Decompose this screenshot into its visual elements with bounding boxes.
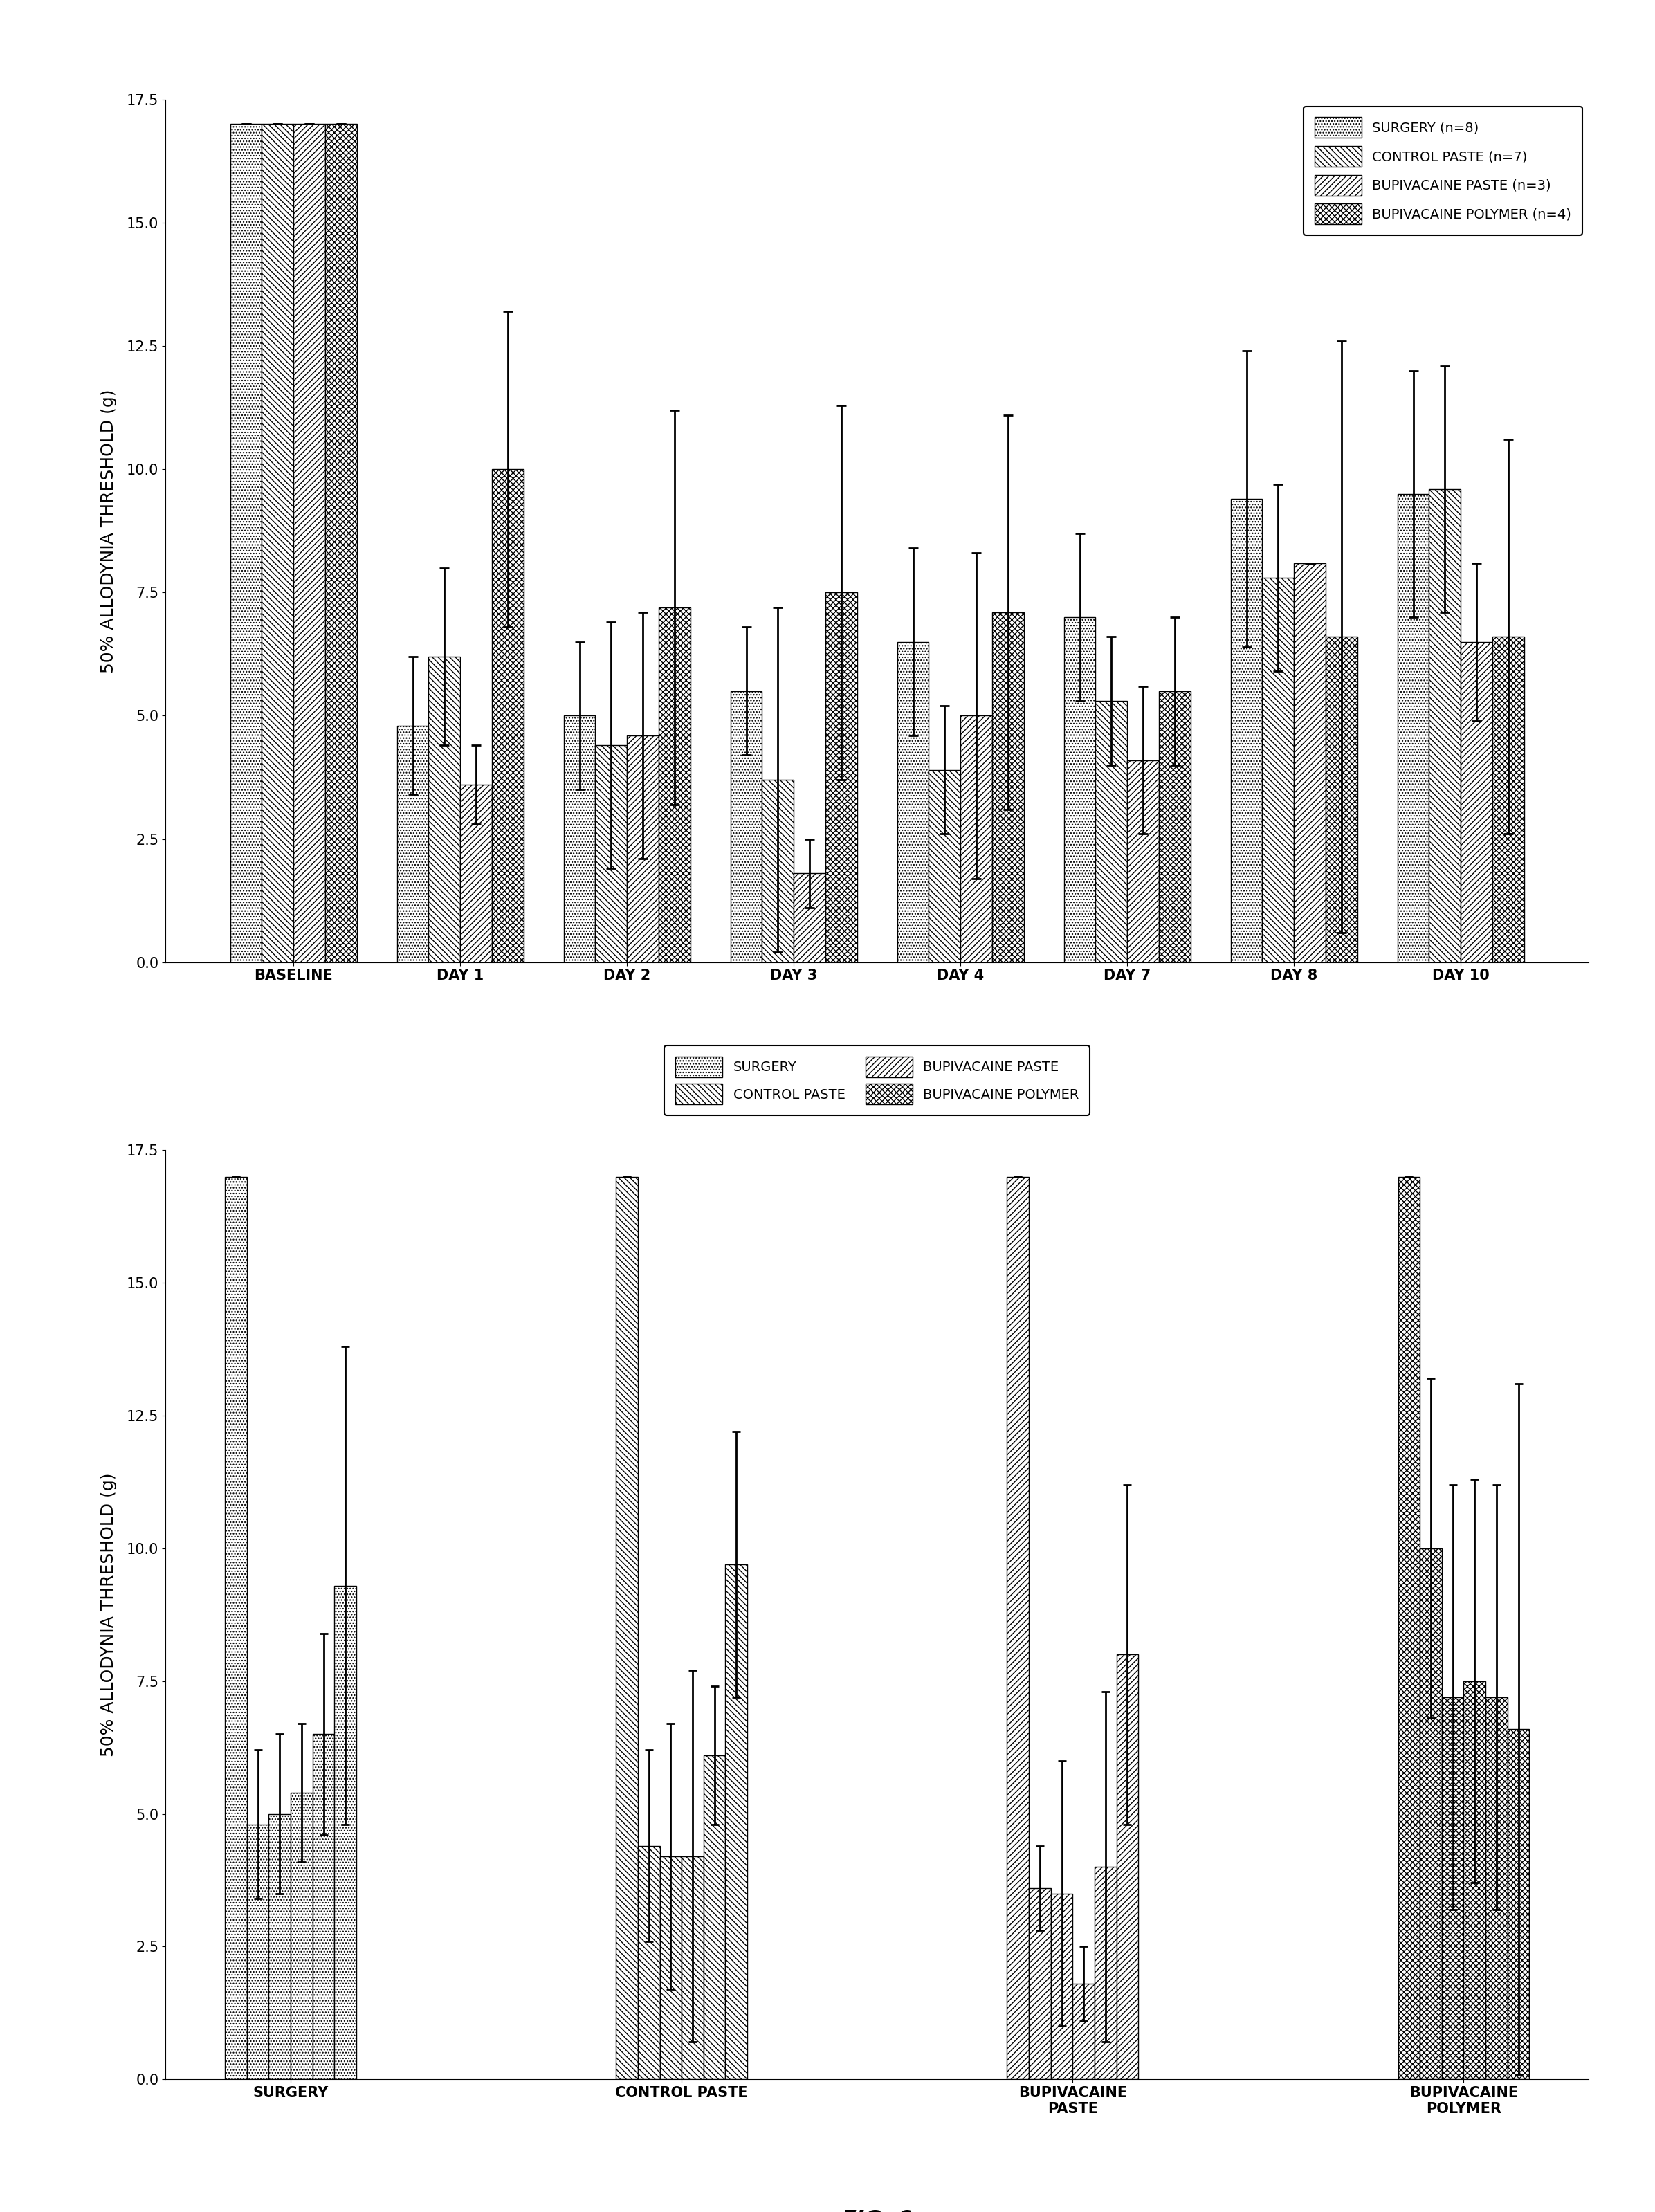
- Bar: [616, 1177, 637, 2079]
- Bar: [1461, 641, 1493, 962]
- Bar: [460, 785, 492, 962]
- Bar: [1158, 690, 1190, 962]
- Bar: [993, 613, 1024, 962]
- Y-axis label: 50% ALLODYNIA THRESHOLD (g): 50% ALLODYNIA THRESHOLD (g): [101, 1473, 118, 1756]
- Text: FIG. 5: FIG. 5: [842, 1075, 912, 1095]
- Bar: [230, 124, 261, 962]
- Bar: [1508, 1730, 1529, 2079]
- Bar: [334, 1586, 356, 2079]
- Bar: [960, 717, 993, 962]
- Bar: [291, 1792, 313, 2079]
- Bar: [826, 593, 857, 962]
- Bar: [261, 124, 293, 962]
- Bar: [730, 690, 761, 962]
- Bar: [725, 1564, 748, 2079]
- Bar: [429, 657, 460, 962]
- Bar: [1398, 1177, 1420, 2079]
- Bar: [1486, 1697, 1508, 2079]
- Bar: [1326, 637, 1357, 962]
- Bar: [703, 1756, 725, 2079]
- Bar: [1094, 1867, 1117, 2079]
- Bar: [637, 1845, 660, 2079]
- Bar: [1463, 1681, 1486, 2079]
- Bar: [596, 745, 627, 962]
- Bar: [326, 124, 357, 962]
- Bar: [1493, 637, 1524, 962]
- Legend: SURGERY (n=8), CONTROL PASTE (n=7), BUPIVACAINE PASTE (n=3), BUPIVACAINE POLYMER: SURGERY (n=8), CONTROL PASTE (n=7), BUPI…: [1304, 106, 1582, 234]
- Bar: [761, 781, 794, 962]
- Bar: [1029, 1889, 1051, 2079]
- Bar: [1117, 1655, 1139, 2079]
- Bar: [1006, 1177, 1029, 2079]
- Bar: [397, 726, 429, 962]
- Legend: SURGERY, CONTROL PASTE, BUPIVACAINE PASTE, BUPIVACAINE POLYMER: SURGERY, CONTROL PASTE, BUPIVACAINE PAST…: [664, 1046, 1091, 1115]
- Bar: [313, 1734, 334, 2079]
- Bar: [268, 1814, 291, 2079]
- Bar: [1064, 617, 1096, 962]
- Bar: [682, 1856, 703, 2079]
- Y-axis label: 50% ALLODYNIA THRESHOLD (g): 50% ALLODYNIA THRESHOLD (g): [101, 389, 118, 672]
- Bar: [928, 770, 960, 962]
- Bar: [1127, 761, 1158, 962]
- Bar: [564, 717, 596, 962]
- Bar: [1051, 1893, 1072, 2079]
- Bar: [293, 124, 326, 962]
- Bar: [1442, 1697, 1463, 2079]
- Bar: [1231, 500, 1263, 962]
- Bar: [492, 469, 523, 962]
- Bar: [1428, 489, 1461, 962]
- Bar: [1096, 701, 1127, 962]
- Text: FIG. 6: FIG. 6: [842, 2210, 912, 2212]
- Bar: [1294, 562, 1326, 962]
- Bar: [225, 1177, 247, 2079]
- Bar: [247, 1825, 268, 2079]
- Bar: [659, 608, 690, 962]
- Bar: [1263, 577, 1294, 962]
- Bar: [660, 1856, 682, 2079]
- Bar: [627, 734, 659, 962]
- Bar: [794, 874, 826, 962]
- Bar: [897, 641, 928, 962]
- Bar: [1420, 1548, 1442, 2079]
- Bar: [1397, 493, 1428, 962]
- Bar: [1072, 1984, 1094, 2079]
